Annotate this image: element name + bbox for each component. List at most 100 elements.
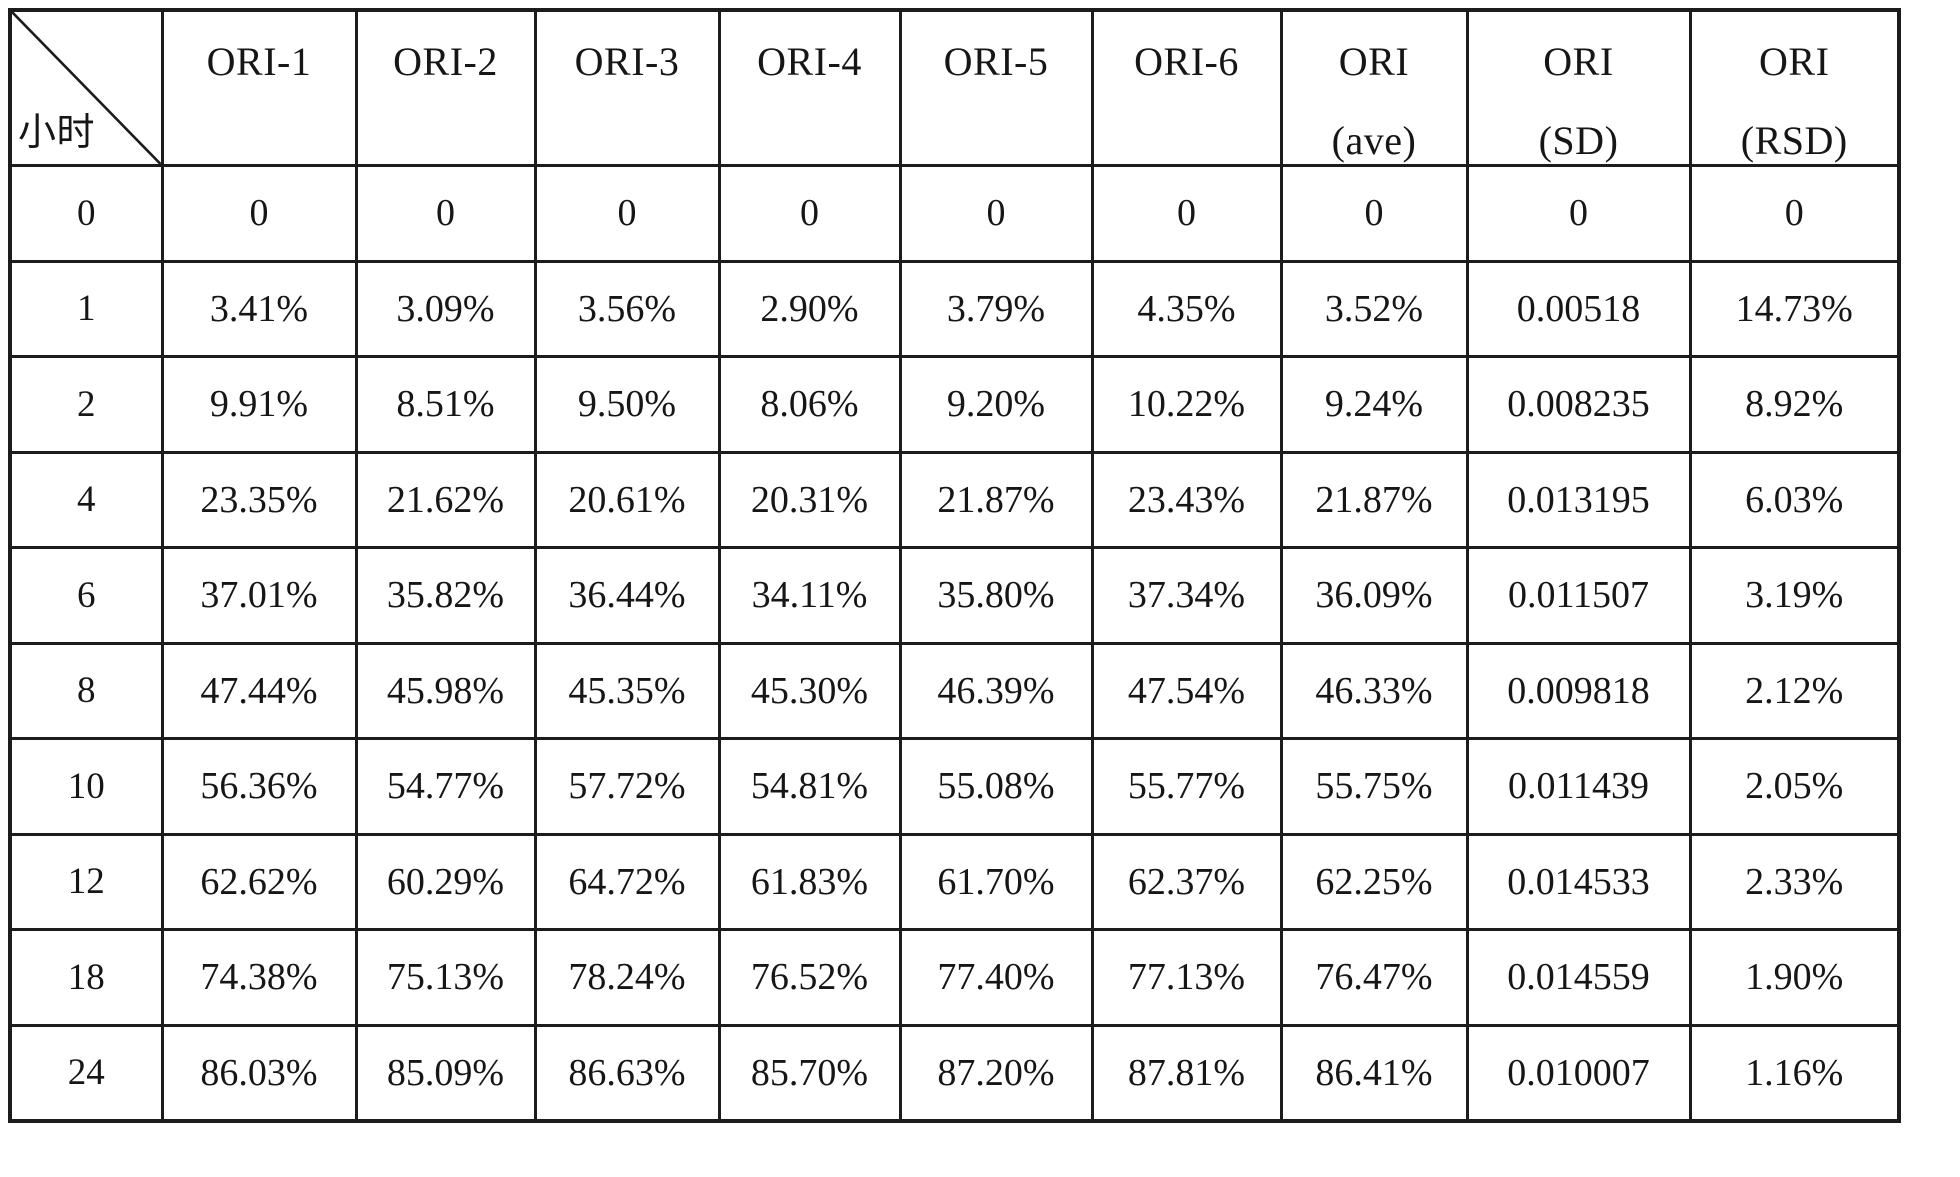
value-cell-ori-6: 47.54% <box>1090 641 1283 740</box>
value-cell-ori-rsd: 1.90% <box>1688 928 1901 1027</box>
column-header-content: ORI-4 <box>722 13 897 163</box>
column-header-ori-2: ORI-2 <box>354 8 537 167</box>
value-cell-ori-4: 8.06% <box>717 355 902 454</box>
column-header-line: ORI <box>1338 39 1410 84</box>
value-cell-ori-2: 60.29% <box>354 832 537 931</box>
table-row-hour-8: 8 47.44% 45.98% 45.35% 45.30% 46.39% 47.54% 46.… <box>8 641 1901 740</box>
value-cell-ori-rsd: 6.03% <box>1688 450 1901 549</box>
value-cell-ori-ave: 3.52% <box>1279 259 1469 358</box>
table-row-hour-4: 4 23.35% 21.62% 20.61% 20.31% 21.87% 23.43% 21.… <box>8 450 1901 549</box>
value-cell-ori-sd: 0.014559 <box>1465 928 1692 1027</box>
column-header-line: ORI <box>1543 39 1614 84</box>
value-cell-ori-4: 85.70% <box>717 1023 902 1123</box>
value-cell-ori-3: 9.50% <box>533 355 721 454</box>
value-cell-ori-3: 0 <box>533 164 721 263</box>
table-row-hour-24: 24 86.03% 85.09% 86.63% 85.70% 87.20% 87.81% 86… <box>8 1023 1901 1123</box>
diagonal-divider-line <box>12 12 161 164</box>
column-header-line: ORI-2 <box>393 39 498 84</box>
column-header-line: ORI-4 <box>757 39 862 84</box>
table-row-hour-12: 12 62.62% 60.29% 64.72% 61.83% 61.70% 62.37% 62… <box>8 832 1901 931</box>
column-header-line: ORI-6 <box>1134 39 1239 84</box>
value-cell-ori-rsd: 2.05% <box>1688 737 1901 836</box>
value-cell-ori-5: 87.20% <box>898 1023 1094 1123</box>
value-cell-ori-ave: 46.33% <box>1279 641 1469 740</box>
column-header-content: ORI (SD) <box>1470 13 1687 163</box>
value-cell-ori-6: 23.43% <box>1090 450 1283 549</box>
hour-cell: 12 <box>8 832 164 931</box>
value-cell-ori-sd: 0.008235 <box>1465 355 1692 454</box>
value-cell-ori-1: 47.44% <box>160 641 358 740</box>
value-cell-ori-6: 62.37% <box>1090 832 1283 931</box>
column-header-line: ORI-5 <box>943 39 1049 84</box>
value-cell-ori-6: 37.34% <box>1090 546 1283 645</box>
column-header-content: ORI-5 <box>903 13 1089 163</box>
value-cell-ori-sd: 0.013195 <box>1465 450 1692 549</box>
column-header-line: (RSD) <box>1740 118 1848 163</box>
column-header-content: ORI-3 <box>538 13 716 163</box>
value-cell-ori-6: 77.13% <box>1090 928 1283 1027</box>
value-cell-ori-4: 54.81% <box>717 737 902 836</box>
column-header-ori-3: ORI-3 <box>533 8 721 167</box>
value-cell-ori-6: 87.81% <box>1090 1023 1283 1123</box>
value-cell-ori-3: 45.35% <box>533 641 721 740</box>
column-header-ori-sd: ORI (SD) <box>1465 8 1692 167</box>
value-cell-ori-ave: 36.09% <box>1279 546 1469 645</box>
hour-cell: 1 <box>8 259 164 358</box>
value-cell-ori-ave: 62.25% <box>1279 832 1469 931</box>
value-cell-ori-2: 35.82% <box>354 546 537 645</box>
value-cell-ori-3: 36.44% <box>533 546 721 645</box>
value-cell-ori-2: 54.77% <box>354 737 537 836</box>
value-cell-ori-4: 0 <box>717 164 902 263</box>
value-cell-ori-2: 45.98% <box>354 641 537 740</box>
value-cell-ori-1: 62.62% <box>160 832 358 931</box>
value-cell-ori-rsd: 2.12% <box>1688 641 1901 740</box>
value-cell-ori-1: 37.01% <box>160 546 358 645</box>
column-header-ori-5: ORI-5 <box>898 8 1094 167</box>
column-header-content: ORI-2 <box>359 13 532 163</box>
hour-cell: 24 <box>8 1023 164 1123</box>
value-cell-ori-rsd: 1.16% <box>1688 1023 1901 1123</box>
column-header-content: ORI-1 <box>165 13 353 163</box>
dissolution-data-table: 小时 ORI-1 ORI-2 ORI-3 ORI-4 ORI-5 ORI-6 ORI (ave… <box>8 8 1901 1123</box>
value-cell-ori-5: 77.40% <box>898 928 1094 1027</box>
value-cell-ori-2: 0 <box>354 164 537 263</box>
hour-cell: 18 <box>8 928 164 1027</box>
value-cell-ori-sd: 0.014533 <box>1465 832 1692 931</box>
column-header-line: (SD) <box>1538 118 1619 163</box>
value-cell-ori-4: 76.52% <box>717 928 902 1027</box>
value-cell-ori-1: 74.38% <box>160 928 358 1027</box>
column-header-content: ORI (RSD) <box>1693 13 1896 163</box>
value-cell-ori-5: 55.08% <box>898 737 1094 836</box>
value-cell-ori-3: 57.72% <box>533 737 721 836</box>
value-cell-ori-5: 35.80% <box>898 546 1094 645</box>
value-cell-ori-1: 0 <box>160 164 358 263</box>
column-header-content: ORI-6 <box>1095 13 1278 163</box>
value-cell-ori-5: 9.20% <box>898 355 1094 454</box>
value-cell-ori-2: 21.62% <box>354 450 537 549</box>
column-header-ori-1: ORI-1 <box>160 8 358 167</box>
column-header-ori-4: ORI-4 <box>717 8 902 167</box>
hour-cell: 4 <box>8 450 164 549</box>
value-cell-ori-rsd: 8.92% <box>1688 355 1901 454</box>
value-cell-ori-6: 4.35% <box>1090 259 1283 358</box>
column-header-line: ORI <box>1759 39 1830 84</box>
value-cell-ori-ave: 55.75% <box>1279 737 1469 836</box>
value-cell-ori-4: 2.90% <box>717 259 902 358</box>
value-cell-ori-sd: 0.011507 <box>1465 546 1692 645</box>
value-cell-ori-3: 86.63% <box>533 1023 721 1123</box>
hour-cell: 10 <box>8 737 164 836</box>
column-header-ori-6: ORI-6 <box>1090 8 1283 167</box>
column-header-ori-ave: ORI (ave) <box>1279 8 1469 167</box>
value-cell-ori-ave: 21.87% <box>1279 450 1469 549</box>
table-row-hour-10: 10 56.36% 54.77% 57.72% 54.81% 55.08% 55.77% 55… <box>8 737 1901 836</box>
value-cell-ori-5: 0 <box>898 164 1094 263</box>
value-cell-ori-rsd: 0 <box>1688 164 1901 263</box>
column-header-line: (ave) <box>1331 118 1417 163</box>
column-header-content: ORI (ave) <box>1284 13 1464 163</box>
value-cell-ori-2: 75.13% <box>354 928 537 1027</box>
value-cell-ori-ave: 76.47% <box>1279 928 1469 1027</box>
hour-cell: 8 <box>8 641 164 740</box>
value-cell-ori-sd: 0.010007 <box>1465 1023 1692 1123</box>
